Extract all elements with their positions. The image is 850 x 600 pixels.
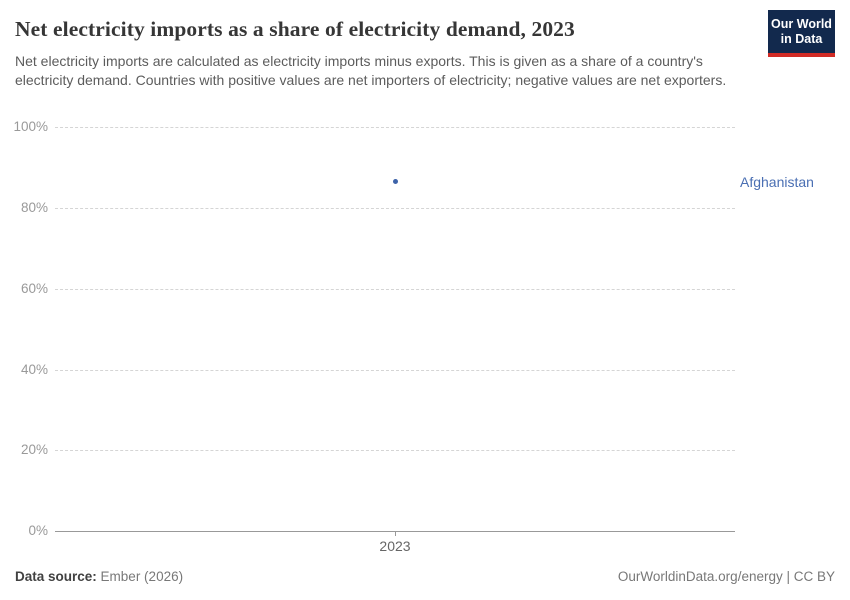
entity-label-afghanistan[interactable]: Afghanistan xyxy=(740,174,814,190)
owid-logo-line1: Our World xyxy=(771,16,832,31)
x-axis-tick-label: 2023 xyxy=(379,538,411,554)
chart-title: Net electricity imports as a share of el… xyxy=(15,17,575,41)
y-axis-tick-label: 80% xyxy=(20,200,48,215)
y-axis-tick-label: 60% xyxy=(20,281,48,296)
x-axis-tick-mark xyxy=(395,531,396,536)
data-source: Data source: Ember (2026) xyxy=(15,569,183,584)
gridline-40 xyxy=(55,370,735,371)
data-source-value: Ember (2026) xyxy=(100,569,184,584)
gridline-80 xyxy=(55,208,735,209)
y-axis-tick-label: 40% xyxy=(20,362,48,377)
y-axis-tick-label: 100% xyxy=(13,119,48,134)
attribution-link[interactable]: OurWorldinData.org/energy | CC BY xyxy=(617,569,835,584)
gridline-20 xyxy=(55,450,735,451)
chart-subtitle: Net electricity imports are calculated a… xyxy=(15,53,727,88)
data-point-afghanistan[interactable] xyxy=(392,179,398,185)
y-axis-tick-label: 0% xyxy=(28,523,48,538)
chart-footer: Data source: Ember (2026) OurWorldinData… xyxy=(15,569,835,584)
owid-logo-line2: in Data xyxy=(780,31,823,46)
y-axis-tick-label: 20% xyxy=(20,442,48,457)
gridline-100 xyxy=(55,127,735,128)
gridline-60 xyxy=(55,289,735,290)
owid-logo[interactable]: Our World in Data xyxy=(768,10,835,57)
data-source-label: Data source: xyxy=(15,569,97,584)
